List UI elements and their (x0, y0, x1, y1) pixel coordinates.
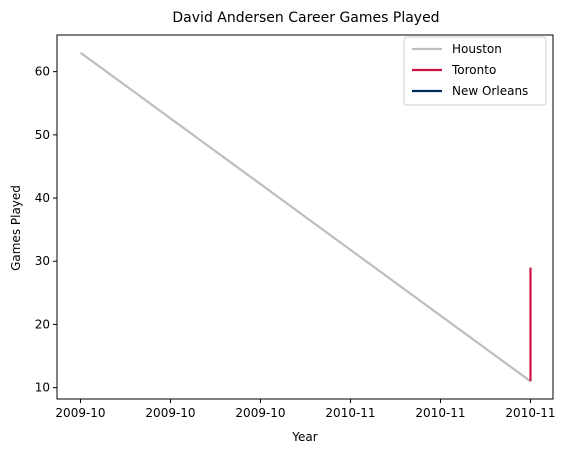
x-tick-label: 2009-10 (235, 406, 285, 420)
y-tick-label: 20 (35, 317, 50, 331)
legend: Houston Toronto New Orleans (403, 36, 547, 106)
x-tick-label: 2010-11 (505, 406, 555, 420)
x-axis: 2009-10 2009-10 2009-10 2010-11 2010-11 2010-… (55, 399, 556, 420)
legend-label-new-orleans: New Orleans (452, 84, 528, 98)
y-tick-label: 40 (35, 191, 50, 205)
plot-frame (56, 34, 554, 400)
chart-title: David Andersen Career Games Played (172, 10, 439, 26)
legend-box (403, 36, 547, 106)
y-tick-label: 10 (35, 381, 50, 395)
legend-label-houston: Houston (452, 42, 502, 56)
y-tick-label: 30 (35, 254, 50, 268)
x-tick-label: 2010-11 (325, 406, 375, 420)
x-tick-label: 2009-10 (55, 406, 105, 420)
x-tick-label: 2010-11 (415, 406, 465, 420)
y-tick-label: 60 (35, 65, 50, 79)
legend-label-toronto: Toronto (451, 63, 496, 77)
y-tick-label: 50 (35, 128, 50, 142)
y-axis-label: Games Played (9, 185, 23, 271)
series-line-houston (79, 51, 532, 383)
x-tick-label: 2009-10 (145, 406, 195, 420)
series-layer (79, 51, 532, 383)
x-axis-label: Year (291, 430, 317, 444)
axes-layer (56, 34, 554, 400)
y-axis: 10 20 30 40 50 60 (35, 65, 57, 395)
